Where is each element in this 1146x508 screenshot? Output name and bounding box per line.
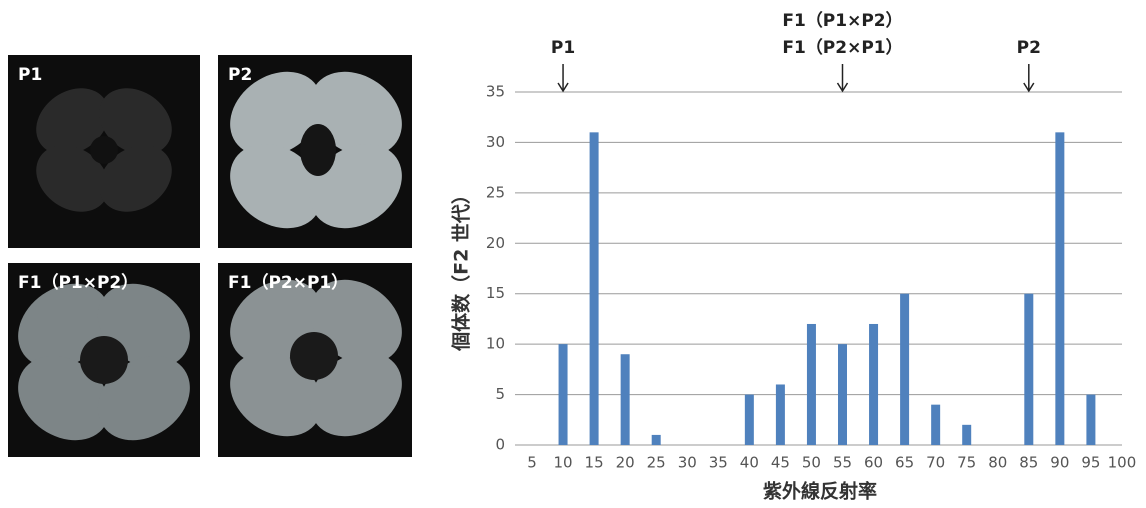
y-tick-label: 20 xyxy=(486,234,505,252)
bar xyxy=(1086,395,1095,445)
y-tick-label: 30 xyxy=(486,133,505,151)
annotation: P2 xyxy=(1017,38,1041,58)
y-tick-label: 15 xyxy=(486,284,505,302)
y-tick-label: 10 xyxy=(486,335,505,353)
y-axis-label: 個体数（F2 世代） xyxy=(450,185,473,352)
x-tick-label: 80 xyxy=(988,454,1007,472)
bar xyxy=(1024,294,1033,445)
x-tick-label: 10 xyxy=(554,454,573,472)
x-tick-label: 50 xyxy=(802,454,821,472)
photo-label: F1（P1×P2） xyxy=(18,272,138,293)
x-tick-label: 65 xyxy=(895,454,914,472)
y-tick-label: 35 xyxy=(486,83,505,101)
y-tick-label: 25 xyxy=(486,183,505,201)
x-tick-label: 15 xyxy=(585,454,604,472)
bar xyxy=(652,435,661,445)
annotation: P1 xyxy=(551,38,575,58)
bar xyxy=(962,425,971,445)
photo-label: P1 xyxy=(18,65,42,85)
x-tick-label: 95 xyxy=(1081,454,1100,472)
bar xyxy=(776,384,785,445)
x-tick-label: 45 xyxy=(771,454,790,472)
bar xyxy=(838,344,847,445)
photo-label: F1（P2×P1） xyxy=(228,272,348,293)
x-tick-label: 55 xyxy=(833,454,852,472)
bar xyxy=(621,354,630,445)
x-tick-label: 5 xyxy=(527,454,537,472)
bar xyxy=(900,294,909,445)
y-tick-label: 5 xyxy=(495,385,505,403)
bar xyxy=(745,395,754,445)
x-tick-label: 40 xyxy=(740,454,759,472)
x-tick-label: 75 xyxy=(957,454,976,472)
x-tick-label: 100 xyxy=(1108,454,1137,472)
x-tick-label: 20 xyxy=(616,454,635,472)
bar xyxy=(931,405,940,445)
bar xyxy=(559,344,568,445)
x-tick-label: 70 xyxy=(926,454,945,472)
x-tick-label: 30 xyxy=(678,454,697,472)
x-tick-label: 90 xyxy=(1050,454,1069,472)
bar xyxy=(1055,132,1064,445)
x-tick-label: 35 xyxy=(709,454,728,472)
x-tick-label: 25 xyxy=(647,454,666,472)
annotation: F1（P2×P1） xyxy=(782,37,902,58)
x-axis-label: 紫外線反射率 xyxy=(763,480,877,503)
bar xyxy=(869,324,878,445)
bar xyxy=(590,132,599,445)
annotation: F1（P1×P2） xyxy=(782,10,902,31)
x-tick-label: 85 xyxy=(1019,454,1038,472)
bar xyxy=(807,324,816,445)
y-tick-label: 0 xyxy=(495,436,505,454)
photo-label: P2 xyxy=(228,65,252,85)
figure: P1 P2 F1（P1×P2） F1（P2×P1） 紫外線反射率 個体数（F2 … xyxy=(0,0,1146,508)
x-tick-label: 60 xyxy=(864,454,883,472)
